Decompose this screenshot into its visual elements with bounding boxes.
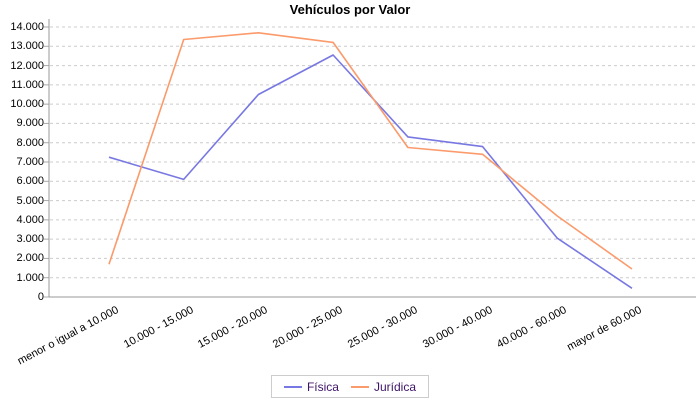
legend-item-juridica: Jurídica: [350, 379, 417, 394]
y-axis-tick-label: 2.000: [16, 252, 44, 265]
y-axis-tick-label: 6.000: [16, 175, 44, 188]
y-axis-tick-label: 5.000: [16, 194, 44, 207]
legend-label-juridica: Jurídica: [373, 379, 417, 394]
y-axis-tick-label: 14.000: [10, 21, 44, 33]
legend-item-fisica: Física: [283, 379, 339, 394]
y-axis-tick-label: 11.000: [11, 78, 44, 91]
fisica-line-swatch: [283, 385, 302, 388]
y-axis-tick-label: 10.000: [10, 98, 44, 111]
y-axis-tick-label: 3.000: [16, 233, 44, 246]
y-axis-tick-label: 1.000: [16, 271, 44, 284]
legend: Física Jurídica: [270, 375, 430, 398]
juridica-line-swatch: [350, 385, 369, 388]
y-axis-tick-label: 7.000: [16, 156, 44, 168]
chart-title: Vehículos por Valor: [289, 2, 411, 17]
y-axis-tick-label: 9.000: [16, 117, 44, 130]
series-line-física: [108, 54, 633, 289]
series-line-jurídica: [108, 31, 633, 270]
y-axis-tick-label: 12.000: [10, 59, 44, 72]
y-axis-tick-label: 4.000: [16, 213, 44, 226]
y-axis-tick-label: 8.000: [16, 136, 44, 149]
y-axis-tick-label: 13.000: [10, 40, 44, 53]
y-axis-tick-label: 0: [37, 291, 44, 303]
legend-label-fisica: Física: [306, 379, 339, 394]
